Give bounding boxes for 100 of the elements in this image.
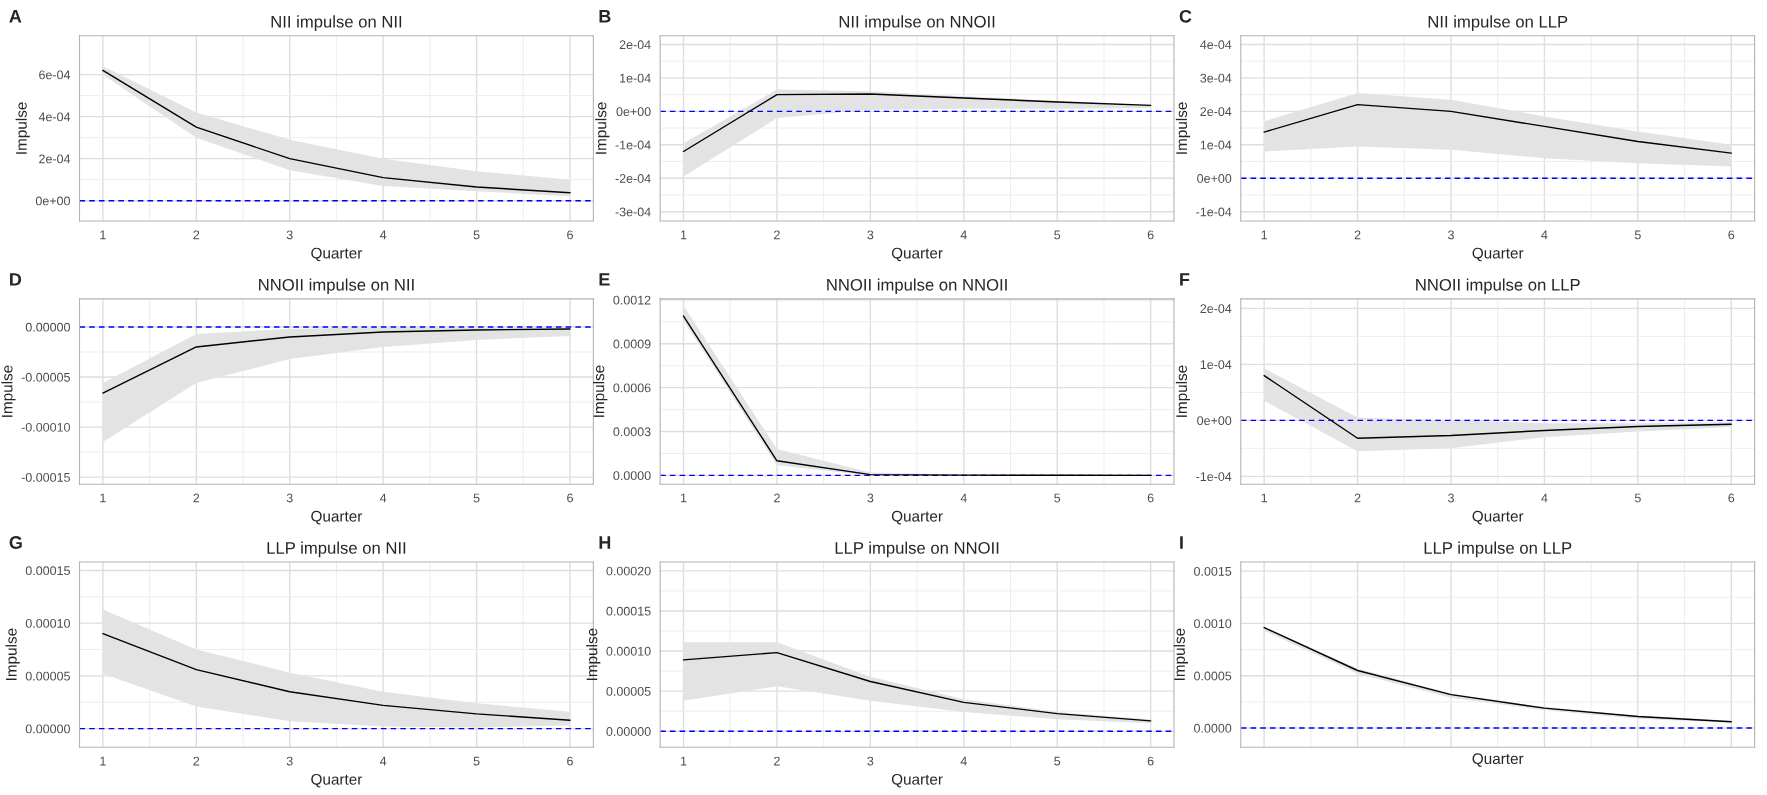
- x-tick-label: 1: [1261, 493, 1268, 503]
- y-tick-label: 0.00000: [25, 724, 70, 734]
- y-tick-label: 0.00015: [25, 566, 70, 576]
- y-tick-label: -2e-04: [615, 174, 651, 183]
- y-tick-label: 0.0006: [613, 383, 651, 393]
- y-tick-label: 1e-04: [620, 73, 651, 83]
- x-tick-label: 1: [100, 230, 106, 240]
- y-tick-label: 0.0003: [613, 427, 651, 437]
- x-tick-label: 5: [1054, 230, 1061, 240]
- x-tick-label: 2: [1354, 230, 1361, 240]
- x-axis-title: Quarter: [891, 773, 943, 788]
- y-tick-label: 3e-04: [1200, 73, 1232, 83]
- y-tick-label: 2e-04: [39, 154, 71, 164]
- y-tick-label: 0.0012: [613, 295, 651, 305]
- y-axis-title: Impulse: [1173, 628, 1188, 680]
- y-tick-label: 0.00000: [606, 727, 651, 736]
- y-tick-label: 0.0005: [1194, 671, 1232, 681]
- x-tick-label: 6: [567, 493, 573, 503]
- y-axis-title: Impulse: [1175, 102, 1191, 154]
- line-series: [1263, 103, 1732, 154]
- y-tick-label: 0.00005: [606, 686, 651, 696]
- y-tick-label: 2e-04: [1200, 107, 1232, 117]
- y-tick-label: 0e+00: [1197, 416, 1232, 426]
- x-tick-label: 2: [774, 756, 780, 766]
- y-tick-label: 4e-04: [38, 112, 71, 122]
- x-tick-label: 6: [1147, 230, 1154, 240]
- text: F: [1180, 273, 1190, 286]
- x-axis-title: Quarter: [891, 510, 943, 525]
- x-tick-label: 5: [1054, 493, 1061, 503]
- x-tick-label: 1: [680, 493, 687, 503]
- text: G: [9, 536, 22, 549]
- chart-title: LLP impulse on NII: [267, 541, 406, 558]
- y-tick-label: 0e+00: [1197, 174, 1232, 183]
- x-tick-label: 1: [680, 230, 687, 240]
- y-tick-label: 0.00010: [606, 646, 651, 656]
- x-tick-label: 2: [1354, 493, 1361, 503]
- chart-title: NNOII impulse on NNOII: [827, 278, 1007, 295]
- y-tick-label: 0e+00: [616, 107, 651, 117]
- x-tick-label: 3: [1448, 493, 1454, 503]
- chart-title: NII impulse on NII: [271, 15, 402, 31]
- x-tick-label: 1: [100, 493, 106, 503]
- x-axis-title: Quarter: [311, 773, 363, 788]
- y-tick-label: -0.00010: [21, 422, 70, 432]
- x-axis-title: Quarter: [1472, 510, 1524, 525]
- text: A: [9, 10, 22, 23]
- chart-title: NII impulse on NNOII: [839, 15, 995, 31]
- line-series: [1263, 374, 1732, 439]
- y-tick-label: 0.00005: [25, 671, 70, 681]
- x-tick-label: 4: [1541, 493, 1548, 503]
- x-tick-label: 2: [774, 230, 780, 240]
- x-tick-label: 5: [1634, 493, 1641, 503]
- y-tick-label: 0.00020: [606, 566, 651, 576]
- x-tick-label: 2: [193, 756, 200, 766]
- x-tick-label: 6: [1147, 493, 1154, 503]
- x-tick-label: 3: [867, 230, 874, 240]
- y-tick-label: 0.0000: [613, 471, 651, 481]
- x-axis-title: Quarter: [1472, 753, 1524, 767]
- x-axis-title: Quarter: [1472, 247, 1524, 262]
- text: B: [599, 10, 611, 23]
- x-tick-label: 4: [379, 230, 387, 240]
- y-tick-label: 0.00015: [606, 606, 651, 616]
- x-axis-title: Quarter: [891, 247, 943, 262]
- line-series: [102, 633, 571, 721]
- text: E: [599, 273, 610, 286]
- y-tick-label: -1e-04: [615, 140, 651, 150]
- y-tick-label: -3e-04: [615, 207, 651, 217]
- y-tick-label: 0.0015: [1194, 566, 1232, 576]
- x-tick-label: 2: [774, 493, 780, 503]
- x-axis-title: Quarter: [311, 510, 363, 525]
- x-tick-label: 5: [1634, 230, 1641, 240]
- y-tick-label: 0.0000: [1194, 723, 1232, 733]
- line-series: [102, 328, 571, 394]
- x-tick-label: 3: [1448, 230, 1454, 240]
- line-series: [682, 93, 1152, 153]
- x-tick-label: 3: [286, 756, 293, 766]
- text: H: [599, 536, 611, 549]
- x-tick-label: 5: [473, 230, 480, 240]
- text: C: [1179, 9, 1192, 23]
- x-tick-label: 2: [193, 493, 200, 503]
- x-tick-label: 4: [379, 756, 387, 766]
- y-tick-label: -0.00005: [21, 372, 70, 382]
- chart-title: NII impulse on LLP: [1428, 15, 1568, 31]
- text: I: [1180, 536, 1183, 549]
- y-axis-title: Impulse: [595, 102, 610, 154]
- y-tick-label: 0.00000: [25, 322, 70, 332]
- y-axis-title: Impulse: [15, 102, 30, 154]
- chart-title: NNOII impulse on LLP: [1416, 278, 1580, 295]
- y-tick-label: 0.00010: [25, 618, 70, 628]
- x-tick-label: 1: [680, 756, 687, 766]
- x-tick-label: 1: [100, 756, 106, 766]
- x-tick-label: 5: [1054, 756, 1061, 766]
- y-tick-label: 2e-04: [619, 40, 651, 50]
- y-tick-label: -1e-04: [1196, 207, 1232, 217]
- x-tick-label: 3: [867, 756, 874, 766]
- x-tick-label: 4: [1541, 230, 1548, 240]
- x-tick-label: 4: [960, 493, 967, 503]
- x-tick-label: 5: [473, 493, 480, 503]
- y-tick-label: -0.00015: [21, 472, 70, 482]
- y-tick-label: 1e-04: [1200, 140, 1232, 150]
- y-axis-title: Impulse: [1, 365, 16, 417]
